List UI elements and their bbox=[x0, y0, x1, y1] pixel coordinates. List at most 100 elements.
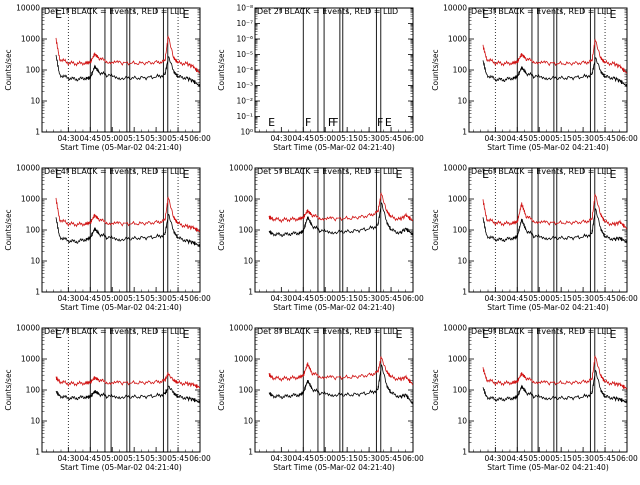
y-tick-label: 1 bbox=[462, 288, 467, 297]
y-axis-label: Counts/sec bbox=[4, 49, 13, 90]
x-tick-label: 04:30 bbox=[271, 134, 293, 143]
y-tick-label: 100 bbox=[26, 66, 41, 75]
panel-det-2f: Det 2f BLACK = Events, RED = LLD 10⁰ 10⁻¹ 1… bbox=[217, 4, 424, 153]
flag-label: E bbox=[182, 168, 189, 181]
x-tick-label: 04:30 bbox=[485, 454, 507, 463]
lld-series-line bbox=[482, 38, 628, 74]
y-tick-label: 100 bbox=[239, 226, 254, 235]
lld-series-line bbox=[55, 372, 201, 389]
plot-frame bbox=[468, 167, 628, 293]
x-tick-label: 04:45 bbox=[292, 294, 314, 303]
x-tick-label: 05:00 bbox=[101, 454, 123, 463]
x-tick-label: 06:00 bbox=[616, 294, 638, 303]
x-tick-label: 04:30 bbox=[485, 294, 507, 303]
y-tick-label: 1000 bbox=[234, 355, 253, 364]
x-tick-label: 05:45 bbox=[167, 454, 189, 463]
lld-series-line bbox=[55, 35, 201, 74]
x-tick-label: 06:00 bbox=[189, 454, 211, 463]
x-tick-label: 05:45 bbox=[594, 454, 616, 463]
x-axis-label: Start Time (05-Mar-02 04:21:40) bbox=[487, 463, 609, 472]
events-series-line bbox=[482, 57, 628, 88]
plot-frame bbox=[41, 327, 201, 453]
x-tick-label: 04:45 bbox=[79, 294, 101, 303]
y-tick-label: 10⁰ bbox=[240, 128, 253, 137]
y-tick-label: 10⁻⁸ bbox=[236, 4, 253, 13]
x-tick-label: 05:00 bbox=[528, 294, 550, 303]
x-tick-label: 04:45 bbox=[292, 134, 314, 143]
x-tick-label: 06:00 bbox=[616, 454, 638, 463]
y-tick-label: 10000 bbox=[443, 4, 467, 13]
y-tick-label: 10 bbox=[243, 257, 253, 266]
panel-title: Det 2f BLACK = Events, RED = LLD bbox=[257, 7, 398, 16]
panel-title: Det 7f BLACK = Events, RED = LLD bbox=[44, 327, 185, 336]
x-axis-label: Start Time (05-Mar-02 04:21:40) bbox=[273, 463, 395, 472]
y-tick-label: 10⁻⁶ bbox=[236, 35, 253, 44]
x-tick-label: 05:15 bbox=[550, 134, 572, 143]
x-tick-label: 05:15 bbox=[123, 134, 145, 143]
x-tick-label: 05:45 bbox=[167, 134, 189, 143]
events-series-line bbox=[482, 369, 628, 404]
y-tick-label: 1 bbox=[248, 288, 253, 297]
x-tick-label: 05:30 bbox=[145, 454, 167, 463]
y-tick-label: 10000 bbox=[16, 164, 40, 173]
panel-det-3f: Det 3f BLACK = Events, RED = LLD 1 10 100 10… bbox=[431, 4, 638, 153]
flag-label: E bbox=[609, 8, 616, 21]
y-tick-label: 100 bbox=[26, 226, 41, 235]
panel-title: Det 3f BLACK = Events, RED = LLD bbox=[471, 7, 612, 16]
x-tick-label: 05:00 bbox=[101, 134, 123, 143]
x-tick-label: 04:45 bbox=[79, 134, 101, 143]
x-tick-label: 05:00 bbox=[314, 294, 336, 303]
panel-title: Det 5f BLACK = Events, RED = LLD bbox=[257, 167, 398, 176]
events-series-line bbox=[55, 385, 201, 404]
y-tick-label: 10⁻¹ bbox=[236, 112, 253, 121]
y-axis-label: Counts/sec bbox=[217, 209, 226, 250]
x-tick-label: 04:30 bbox=[271, 454, 293, 463]
flag-label: E bbox=[482, 328, 489, 341]
y-tick-label: 100 bbox=[453, 226, 468, 235]
x-tick-label: 04:30 bbox=[58, 294, 80, 303]
x-tick-label: 05:00 bbox=[528, 454, 550, 463]
y-tick-label: 10000 bbox=[16, 324, 40, 333]
x-tick-label: 05:30 bbox=[572, 294, 594, 303]
x-tick-label: 05:30 bbox=[358, 294, 380, 303]
y-tick-label: 10⁻³ bbox=[236, 81, 253, 90]
x-tick-label: 05:45 bbox=[167, 294, 189, 303]
y-tick-label: 1000 bbox=[21, 195, 40, 204]
flag-label: E bbox=[395, 168, 402, 181]
y-tick-label: 10000 bbox=[443, 324, 467, 333]
events-series-line bbox=[55, 54, 201, 88]
events-series-line bbox=[268, 363, 414, 405]
x-tick-label: 05:45 bbox=[594, 294, 616, 303]
panel-title: Det 8f BLACK = Events, RED = LLD bbox=[257, 327, 398, 336]
y-tick-label: 1 bbox=[35, 448, 40, 457]
flag-label: E bbox=[482, 168, 489, 181]
y-tick-label: 1000 bbox=[448, 35, 467, 44]
y-tick-label: 10 bbox=[30, 417, 40, 426]
y-tick-label: 1 bbox=[248, 448, 253, 457]
panel-det-9f: Det 9f BLACK = Events, RED = LLD 1 10 100 10… bbox=[431, 324, 638, 473]
y-tick-label: 1 bbox=[462, 448, 467, 457]
plot-frame bbox=[41, 167, 201, 293]
lld-series-line bbox=[55, 196, 201, 233]
flag-label: F bbox=[332, 116, 338, 129]
x-axis-label: Start Time (05-Mar-02 04:21:40) bbox=[273, 303, 395, 312]
y-tick-label: 1 bbox=[462, 128, 467, 137]
y-tick-label: 10000 bbox=[443, 164, 467, 173]
flag-label: E bbox=[482, 8, 489, 21]
x-tick-label: 05:15 bbox=[336, 134, 358, 143]
x-tick-label: 04:30 bbox=[58, 134, 80, 143]
x-tick-label: 05:00 bbox=[314, 454, 336, 463]
flag-label: E bbox=[609, 328, 616, 341]
panel-det-8f: Det 8f BLACK = Events, RED = LLD 1 10 100 10… bbox=[217, 324, 424, 473]
x-tick-label: 05:30 bbox=[572, 134, 594, 143]
flag-label: E bbox=[395, 328, 402, 341]
y-tick-label: 10⁻⁴ bbox=[236, 66, 253, 75]
lld-series-line bbox=[482, 193, 628, 230]
y-tick-label: 1 bbox=[35, 128, 40, 137]
panel-det-1f: Det 1f BLACK = Events, RED = LLD 1 10 100 10… bbox=[4, 4, 211, 153]
x-tick-label: 05:30 bbox=[358, 134, 380, 143]
panel-title: Det 6f BLACK = Events, RED = LLD bbox=[471, 167, 612, 176]
y-tick-label: 100 bbox=[239, 386, 254, 395]
x-tick-label: 04:45 bbox=[506, 454, 528, 463]
y-tick-label: 10 bbox=[30, 257, 40, 266]
